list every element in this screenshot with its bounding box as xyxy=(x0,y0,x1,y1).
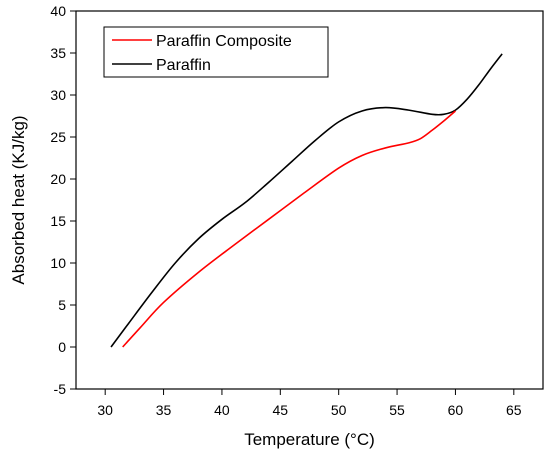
x-tick-label: 30 xyxy=(97,402,113,418)
x-tick-label: 40 xyxy=(214,402,230,418)
legend-label-paraffin-composite: Paraffin Composite xyxy=(156,33,292,50)
x-tick-label: 45 xyxy=(273,402,289,418)
y-tick-label: 40 xyxy=(50,3,66,19)
y-tick-label: 10 xyxy=(50,255,66,271)
y-tick-label: 25 xyxy=(50,129,66,145)
x-axis-label: Temperature (°C) xyxy=(244,430,375,449)
x-tick-label: 55 xyxy=(389,402,405,418)
legend: Paraffin Composite Paraffin xyxy=(103,26,329,78)
plot-frame xyxy=(75,10,544,390)
x-tick-label: 65 xyxy=(506,402,522,418)
x-tick-label: 60 xyxy=(448,402,464,418)
x-tick-label: 35 xyxy=(156,402,172,418)
series-layer xyxy=(110,53,503,348)
legend-box xyxy=(103,26,329,78)
series-line-paraffin-composite xyxy=(122,110,456,348)
y-tick-label: 20 xyxy=(50,171,66,187)
y-tick-label: 0 xyxy=(58,339,66,355)
tick-layer: 30 35 40 45 50 55 60 65 -5 0 5 10 15 20 25 30 35 40 xyxy=(50,3,521,418)
x-tick-label: 50 xyxy=(331,402,347,418)
y-tick-label: -5 xyxy=(54,381,67,397)
y-tick-label: 30 xyxy=(50,87,66,103)
y-tick-label: 35 xyxy=(50,45,66,61)
y-tick-label: 15 xyxy=(50,213,66,229)
series-line-paraffin xyxy=(110,53,503,348)
legend-label-paraffin: Paraffin xyxy=(156,57,211,74)
y-axis-label: Absorbed heat (KJ/kg) xyxy=(9,115,28,284)
y-tick-label: 5 xyxy=(58,297,66,313)
